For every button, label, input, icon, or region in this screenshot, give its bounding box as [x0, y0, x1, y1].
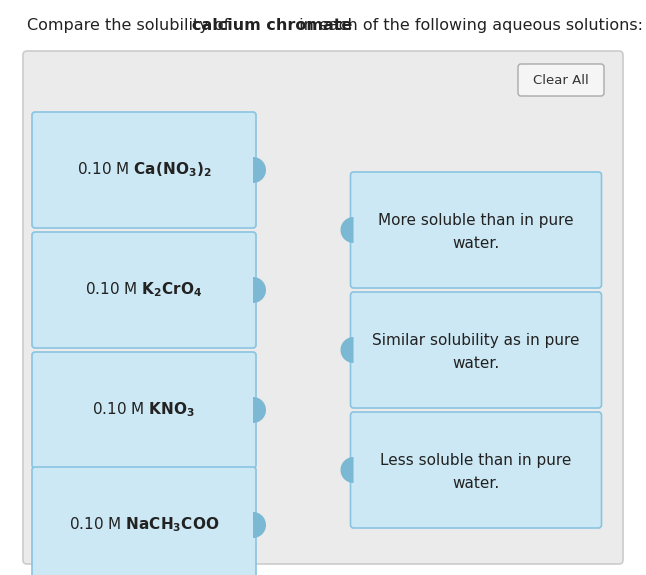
Text: water.: water. [452, 476, 499, 490]
Wedge shape [340, 217, 353, 243]
FancyBboxPatch shape [351, 292, 601, 408]
Text: Similar solubility as in pure: Similar solubility as in pure [372, 332, 579, 347]
Text: Compare the solubility of: Compare the solubility of [27, 18, 234, 33]
Wedge shape [253, 157, 266, 183]
Text: 0.10 M $\mathbf{KNO_3}$: 0.10 M $\mathbf{KNO_3}$ [92, 401, 196, 419]
FancyBboxPatch shape [32, 232, 256, 348]
Wedge shape [253, 512, 266, 538]
Text: in each of the following aqueous solutions:: in each of the following aqueous solutio… [294, 18, 643, 33]
FancyBboxPatch shape [32, 467, 256, 575]
Text: Less soluble than in pure: Less soluble than in pure [380, 453, 572, 467]
Text: 0.10 M $\mathbf{K_2CrO_4}$: 0.10 M $\mathbf{K_2CrO_4}$ [85, 281, 203, 300]
FancyBboxPatch shape [351, 172, 601, 288]
FancyBboxPatch shape [23, 51, 623, 564]
Text: calcium chromate: calcium chromate [192, 18, 353, 33]
Wedge shape [253, 397, 266, 423]
FancyBboxPatch shape [32, 112, 256, 228]
Text: water.: water. [452, 355, 499, 370]
Text: 0.10 M $\mathbf{NaCH_3COO}$: 0.10 M $\mathbf{NaCH_3COO}$ [69, 516, 219, 534]
Text: Clear All: Clear All [533, 74, 589, 86]
Wedge shape [340, 457, 353, 483]
Wedge shape [340, 337, 353, 363]
Text: water.: water. [452, 236, 499, 251]
FancyBboxPatch shape [32, 352, 256, 468]
Text: 0.10 M $\mathbf{Ca(NO_3)_2}$: 0.10 M $\mathbf{Ca(NO_3)_2}$ [77, 160, 211, 179]
Wedge shape [253, 277, 266, 303]
FancyBboxPatch shape [518, 64, 604, 96]
FancyBboxPatch shape [351, 412, 601, 528]
Text: More soluble than in pure: More soluble than in pure [378, 213, 574, 228]
